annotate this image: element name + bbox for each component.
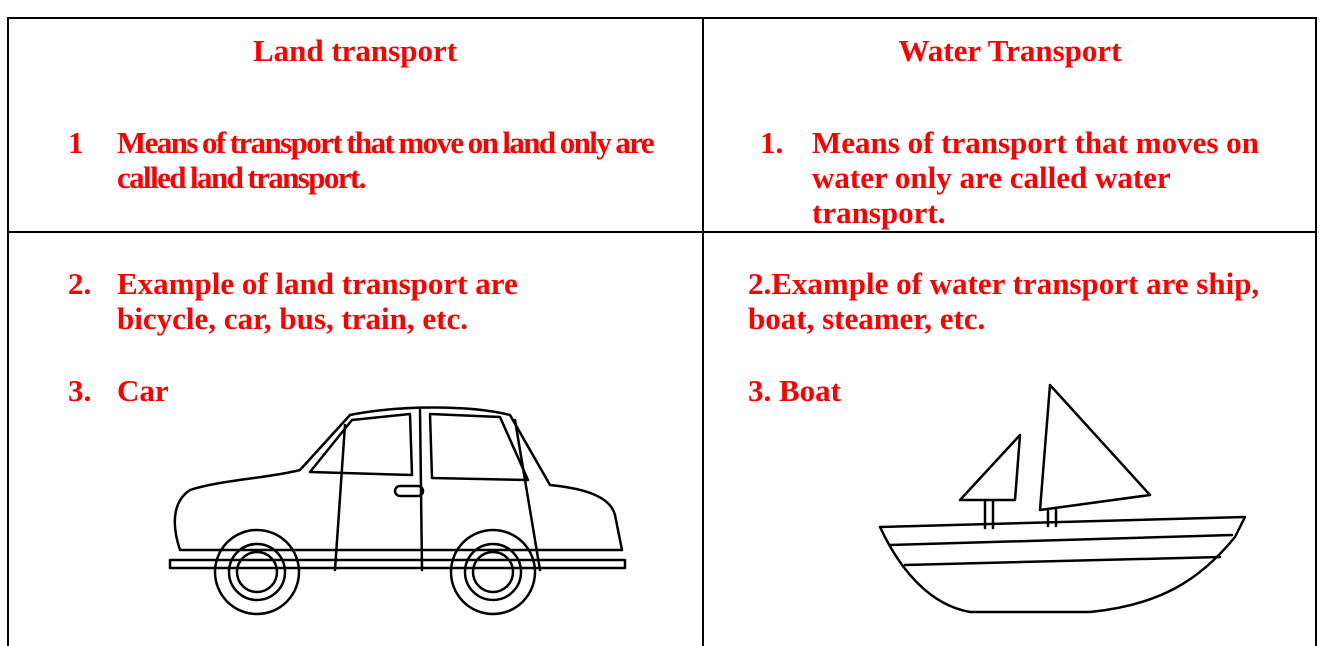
item-number: 3. <box>748 373 771 408</box>
column-divider <box>702 17 704 646</box>
item-text: Means of transport that moves on water o… <box>812 125 1282 230</box>
document: Land transport Water Transport 1 Means o… <box>0 0 1323 646</box>
header-cell: Water Transport <box>730 33 1290 68</box>
item-text: Example of land transport are bicycle, c… <box>117 266 617 336</box>
table-border-top <box>7 17 1317 19</box>
item-number: 2. <box>748 266 771 301</box>
row-divider <box>7 231 1317 233</box>
table-border-left <box>7 17 9 646</box>
car-drawing <box>160 400 630 630</box>
item-text: 2.Example of water transport are ship, b… <box>748 266 1278 336</box>
item-number: 1. <box>760 125 783 160</box>
item-text: Example of water transport are ship, boa… <box>748 266 1259 336</box>
boat-drawing <box>860 380 1260 630</box>
table-border-right <box>1315 17 1317 646</box>
header-cell: Land transport <box>75 33 635 68</box>
item-text: 3. Boat <box>748 373 841 408</box>
item-text: Means of transport that move on land onl… <box>117 125 657 195</box>
item-number: 3. <box>68 373 91 408</box>
item-number: 2. <box>68 266 91 301</box>
item-number: 1 <box>68 125 84 160</box>
item-text: Boat <box>779 373 841 408</box>
